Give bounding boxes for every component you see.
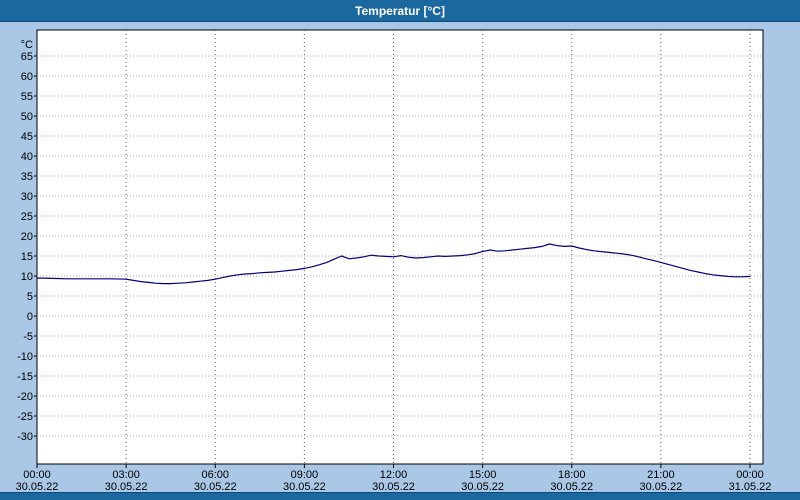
chart-title: Temperatur [°C] — [355, 3, 445, 18]
x-axis-date-label: 30.05.22 — [550, 481, 593, 492]
x-axis-date-label: 31.05.22 — [729, 481, 772, 492]
chart-area: °C 65 60 55 50 45 40 35 30 25 20 15 10 5 0 -5 -10 -15 -20-… — [0, 22, 800, 492]
y-axis-tick-label: 65 — [21, 51, 33, 63]
x-axis-time-label: 12:00 — [380, 469, 408, 481]
x-axis-time-label: 18:00 — [558, 469, 586, 481]
bottom-bar — [0, 492, 800, 500]
y-axis-tick-label: 30 — [21, 191, 33, 203]
x-axis-date-label: 30.05.22 — [372, 481, 415, 492]
y-axis-tick-label: -30 — [17, 431, 33, 443]
y-axis-tick-label: 5 — [27, 291, 33, 303]
y-axis-tick-label: 55 — [21, 91, 33, 103]
x-axis-date-label: 30.05.22 — [461, 481, 504, 492]
x-axis-date-label: 30.05.22 — [283, 481, 326, 492]
x-axis-time-label: 00:00 — [23, 469, 51, 481]
y-axis-tick-label: 25 — [21, 211, 33, 223]
y-axis-tick-label: 45 — [21, 131, 33, 143]
x-axis-time-label: 03:00 — [112, 469, 140, 481]
x-axis-date-label: 30.05.22 — [639, 481, 682, 492]
x-axis-time-label: 00:00 — [736, 469, 764, 481]
x-axis-time-label: 09:00 — [291, 469, 319, 481]
x-axis-date-label: 30.05.22 — [16, 481, 59, 492]
x-axis-time-label: 21:00 — [647, 469, 675, 481]
x-axis-time-label: 06:00 — [201, 469, 229, 481]
x-axis-time-label: 15:00 — [469, 469, 497, 481]
plot-background — [36, 29, 764, 465]
y-axis-tick-label: 60 — [21, 71, 33, 83]
y-axis-tick-label: -5 — [23, 331, 33, 343]
y-axis-tick-label: 35 — [21, 171, 33, 183]
x-axis-date-label: 30.05.22 — [194, 481, 237, 492]
y-axis-tick-label: 50 — [21, 111, 33, 123]
y-axis-unit-label: °C — [21, 39, 33, 51]
y-axis-tick-label: -20 — [17, 391, 33, 403]
temperature-series-line — [36, 243, 751, 285]
y-axis-tick-label: -10 — [17, 351, 33, 363]
temperature-chart-svg: °C65605550454035302520151050-5-10-15-20-… — [16, 29, 772, 492]
y-axis-tick-label: -15 — [17, 371, 33, 383]
y-axis-tick-label: 40 — [21, 151, 33, 163]
y-axis-tick-label: 10 — [21, 271, 33, 283]
y-axis-tick-label: 15 — [21, 251, 33, 263]
y-axis-tick-label: 0 — [27, 311, 33, 323]
y-axis-tick-label: 20 — [21, 231, 33, 243]
title-bar: Temperatur [°C] — [0, 0, 800, 22]
x-axis-date-label: 30.05.22 — [105, 481, 148, 492]
y-axis-tick-label: -25 — [17, 411, 33, 423]
